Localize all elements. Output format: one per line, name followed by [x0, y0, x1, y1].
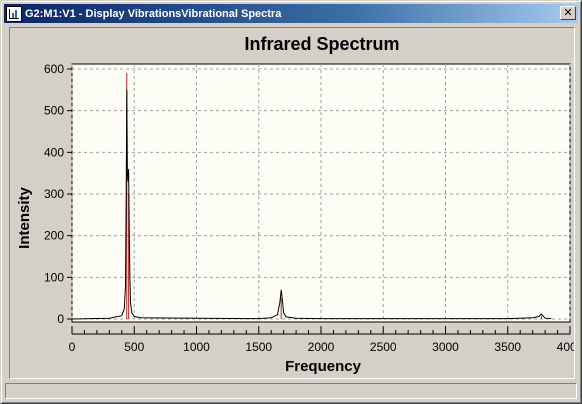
y-tick-label: 0 [57, 312, 64, 326]
status-bar [5, 383, 577, 399]
x-tick-label: 1000 [183, 340, 210, 354]
x-tick-label: 500 [124, 340, 144, 354]
close-button[interactable]: ✕ [560, 6, 576, 20]
y-tick-label: 200 [44, 229, 64, 243]
x-tick-label: 4000 [557, 340, 574, 354]
y-tick-label: 300 [44, 187, 64, 201]
y-axis-label: Intensity [16, 187, 33, 249]
x-tick-label: 0 [69, 340, 76, 354]
infrared-spectrum-chart[interactable]: Infrared Spectrum 0 100 200 300 400 500 600 0 5… [10, 28, 574, 378]
title-bar[interactable]: G2:M1:V1 - Display VibrationsVibrational… [4, 4, 578, 23]
spectrum-line [71, 89, 552, 320]
x-axis-ticks: 0 500 1000 1500 2000 2500 3000 3500 4000 [69, 326, 574, 354]
y-tick-label: 100 [44, 270, 64, 284]
x-tick-label: 2000 [308, 340, 335, 354]
y-tick-label: 400 [44, 145, 64, 159]
y-tick-label: 600 [44, 62, 64, 76]
y-tick-label: 500 [44, 104, 64, 118]
window-title: G2:M1:V1 - Display VibrationsVibrational… [25, 7, 282, 20]
chart-panel: Infrared Spectrum 0 100 200 300 400 500 600 0 5… [9, 27, 575, 379]
x-axis-label: Frequency [285, 358, 362, 375]
y-axis-ticks: 0 100 200 300 400 500 600 [44, 62, 72, 326]
spectrum-window-icon[interactable] [6, 5, 22, 22]
x-tick-label: 3500 [494, 340, 521, 354]
x-tick-label: 1500 [245, 340, 272, 354]
x-tick-label: 3000 [432, 340, 459, 354]
chart-title: Infrared Spectrum [244, 34, 399, 54]
x-tick-label: 2500 [370, 340, 397, 354]
